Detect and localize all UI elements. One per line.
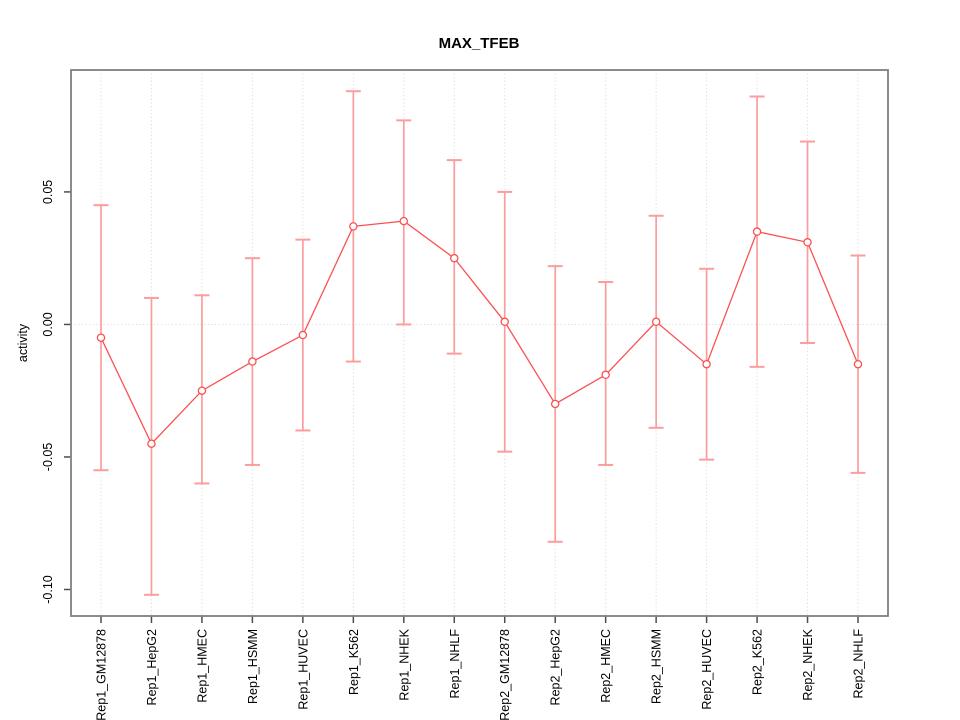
data-series [96, 216, 863, 448]
error-bars [93, 90, 866, 596]
x-tick-label: Rep1_K562 [347, 629, 361, 695]
data-point [349, 222, 358, 231]
x-tick-label: Rep2_HMEC [599, 629, 613, 703]
data-point [96, 333, 106, 342]
y-tick-label: -0.05 [41, 443, 55, 472]
x-tick-label: Rep1_HepG2 [145, 629, 159, 705]
data-point [550, 399, 560, 409]
x-tick-label: Rep1_NHLF [448, 629, 462, 699]
y-tick-label: 0.05 [41, 180, 55, 204]
data-point [147, 439, 156, 448]
data-point [399, 216, 409, 226]
x-tick-label: Rep2_GM12878 [498, 629, 512, 720]
data-point [702, 359, 711, 369]
x-tick-label: Rep1_HSMM [246, 629, 260, 704]
y-tick-label: 0.00 [41, 312, 55, 336]
x-tick-label: Rep1_HMEC [195, 629, 209, 703]
data-point [197, 386, 207, 395]
plot-border [70, 69, 889, 617]
y-tick-label: -0.10 [41, 575, 55, 604]
x-tick-label: Rep2_HepG2 [549, 629, 563, 705]
axes: 0.05 0.00 -0.05 -0.10 Rep1_GM12878 Rep1_HepG2… [41, 180, 866, 720]
y-axis-title: activity [16, 323, 30, 362]
x-tick-label: Rep1_GM12878 [95, 629, 109, 720]
data-point [298, 330, 308, 340]
x-tick-label: Rep2_NHEK [801, 628, 815, 700]
data-point [803, 238, 812, 247]
data-point [450, 253, 459, 263]
series-line [100, 220, 859, 445]
data-point [651, 317, 661, 327]
x-tick-label: Rep2_NHLF [852, 629, 866, 699]
x-tick-label: Rep2_HUVEC [700, 629, 714, 710]
chart-title: MAX_TFEB [439, 35, 520, 52]
x-tick-label: Rep2_K562 [751, 629, 765, 695]
data-point [752, 227, 762, 236]
x-tick-label: Rep1_HUVEC [296, 629, 310, 710]
x-tick-label: Rep1_NHEK [397, 628, 411, 700]
data-point [601, 370, 610, 380]
data-point [500, 317, 509, 327]
data-point [248, 357, 257, 366]
x-tick-label: Rep2_HSMM [650, 629, 664, 704]
gridlines [71, 70, 888, 616]
data-point [853, 359, 863, 369]
